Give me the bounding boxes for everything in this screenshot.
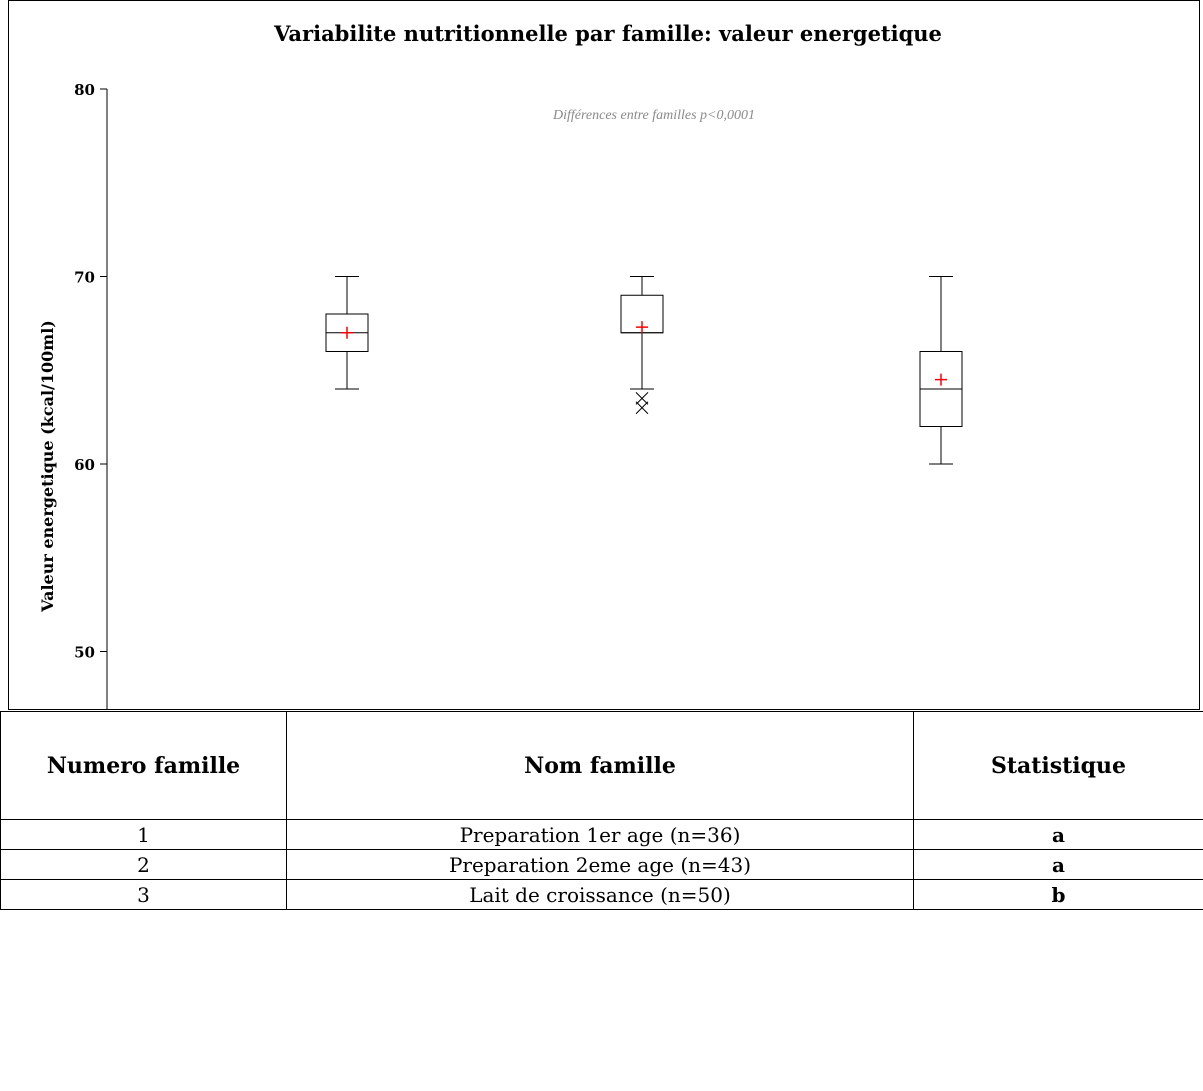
- cell-nom: Preparation 2eme age (n=43): [286, 849, 914, 880]
- table-header-row: Numero famille Nom famille Statistique: [0, 711, 1203, 820]
- table-row: 2 Preparation 2eme age (n=43) a: [0, 849, 1203, 880]
- cell-statistique: b: [913, 879, 1203, 910]
- header-numero-famille: Numero famille: [0, 711, 287, 820]
- family-stats-table: Numero famille Nom famille Statistique 1…: [0, 711, 1203, 910]
- cell-nom: Lait de croissance (n=50): [286, 879, 914, 910]
- table-row: 3 Lait de croissance (n=50) b: [0, 879, 1203, 910]
- cell-numero: 3: [0, 879, 287, 910]
- cell-numero: 1: [0, 819, 287, 850]
- cell-statistique: a: [913, 849, 1203, 880]
- chart-frame: Variabilite nutritionnelle par famille: …: [8, 0, 1200, 710]
- cell-nom: Preparation 1er age (n=36): [286, 819, 914, 850]
- table-row: 1 Preparation 1er age (n=36) a: [0, 819, 1203, 850]
- cell-statistique: a: [913, 819, 1203, 850]
- y-tick-label: 70: [74, 269, 95, 287]
- chart-title: Variabilite nutritionnelle par famille: …: [273, 21, 942, 46]
- plot-area: 4050607080123: [74, 81, 963, 709]
- boxplot-chart: Variabilite nutritionnelle par famille: …: [38, 21, 963, 709]
- outlier-point: [635, 401, 649, 415]
- y-tick-label: 80: [74, 81, 95, 99]
- chart-annotation: Différences entre familles p<0,0001: [552, 108, 755, 123]
- y-tick-label: 50: [74, 644, 95, 662]
- header-nom-famille: Nom famille: [286, 711, 914, 820]
- y-axis-label: Valeur energetique (kcal/100ml): [38, 320, 57, 613]
- header-statistique: Statistique: [913, 711, 1203, 820]
- outlier-point: [635, 392, 649, 405]
- y-tick-label: 60: [74, 456, 95, 474]
- cell-numero: 2: [0, 849, 287, 880]
